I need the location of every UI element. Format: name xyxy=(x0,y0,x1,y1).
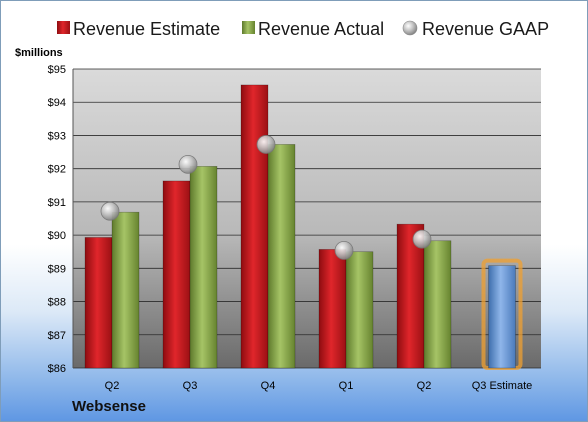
y-axis-ticks: $86 $87 $88 $89 $90 $91 $92 $93 $94 $95 xyxy=(48,64,66,375)
y-tick-label: $90 xyxy=(48,230,66,242)
legend-label-actual: Revenue Actual xyxy=(258,19,384,39)
bar-revenue-actual xyxy=(111,211,140,369)
gridlines xyxy=(72,68,541,369)
x-category-label: Q4 xyxy=(261,380,276,392)
bar-revenue-actual xyxy=(345,251,374,369)
legend-item-revenue-actual[interactable]: Revenue Actual xyxy=(242,19,384,39)
x-category-label: Q2 xyxy=(417,380,432,392)
x-category-label: Q3 Estimate xyxy=(472,380,533,392)
x-category-label: Q3 xyxy=(183,380,198,392)
y-tick-label: $94 xyxy=(48,97,66,109)
bar-revenue-estimate xyxy=(162,180,191,369)
bar-revenue-estimate-future- xyxy=(488,265,516,369)
legend-item-revenue-estimate[interactable]: Revenue Estimate xyxy=(57,19,220,39)
legend-label-estimate: Revenue Estimate xyxy=(73,19,220,39)
plot-area xyxy=(73,69,541,368)
gaap-marker xyxy=(412,229,432,249)
y-tick-label: $89 xyxy=(48,263,66,275)
y-tick-label: $93 xyxy=(48,130,66,142)
gaap-marker xyxy=(100,201,120,221)
bar-revenue-estimate xyxy=(240,84,269,369)
y-tick-label: $87 xyxy=(48,330,66,342)
legend-label-gaap: Revenue GAAP xyxy=(422,19,549,39)
legend-swatch-gaap xyxy=(402,20,418,36)
gaap-marker xyxy=(178,154,198,174)
x-axis-categories: Q2 Q3 Q4 Q1 Q2 Q3 Estimate xyxy=(105,380,533,392)
x-category-label: Q1 xyxy=(339,380,354,392)
legend-swatch-estimate xyxy=(57,21,70,34)
company-name: Websense xyxy=(72,398,146,415)
y-tick-label: $95 xyxy=(48,64,66,76)
gaap-markers xyxy=(100,135,432,260)
gaap-marker xyxy=(334,240,354,260)
legend-swatch-actual xyxy=(242,21,255,34)
y-tick-label: $92 xyxy=(48,164,66,176)
legend-item-revenue-gaap[interactable]: Revenue GAAP xyxy=(402,19,549,39)
y-unit-label: $millions xyxy=(15,47,63,59)
y-tick-label: $86 xyxy=(48,363,66,375)
y-tick-label: $88 xyxy=(48,297,66,309)
bar-revenue-actual xyxy=(189,166,218,369)
bars xyxy=(84,84,523,371)
bar-revenue-estimate xyxy=(84,237,113,369)
y-tick-label: $91 xyxy=(48,197,66,209)
gaap-marker xyxy=(256,135,276,154)
bar-revenue-actual xyxy=(267,144,296,369)
x-category-label: Q2 xyxy=(105,380,120,392)
legend: Revenue Estimate Revenue Actual Revenue … xyxy=(57,19,549,39)
bar-revenue-actual xyxy=(423,240,452,369)
bar-revenue-estimate xyxy=(318,249,347,369)
